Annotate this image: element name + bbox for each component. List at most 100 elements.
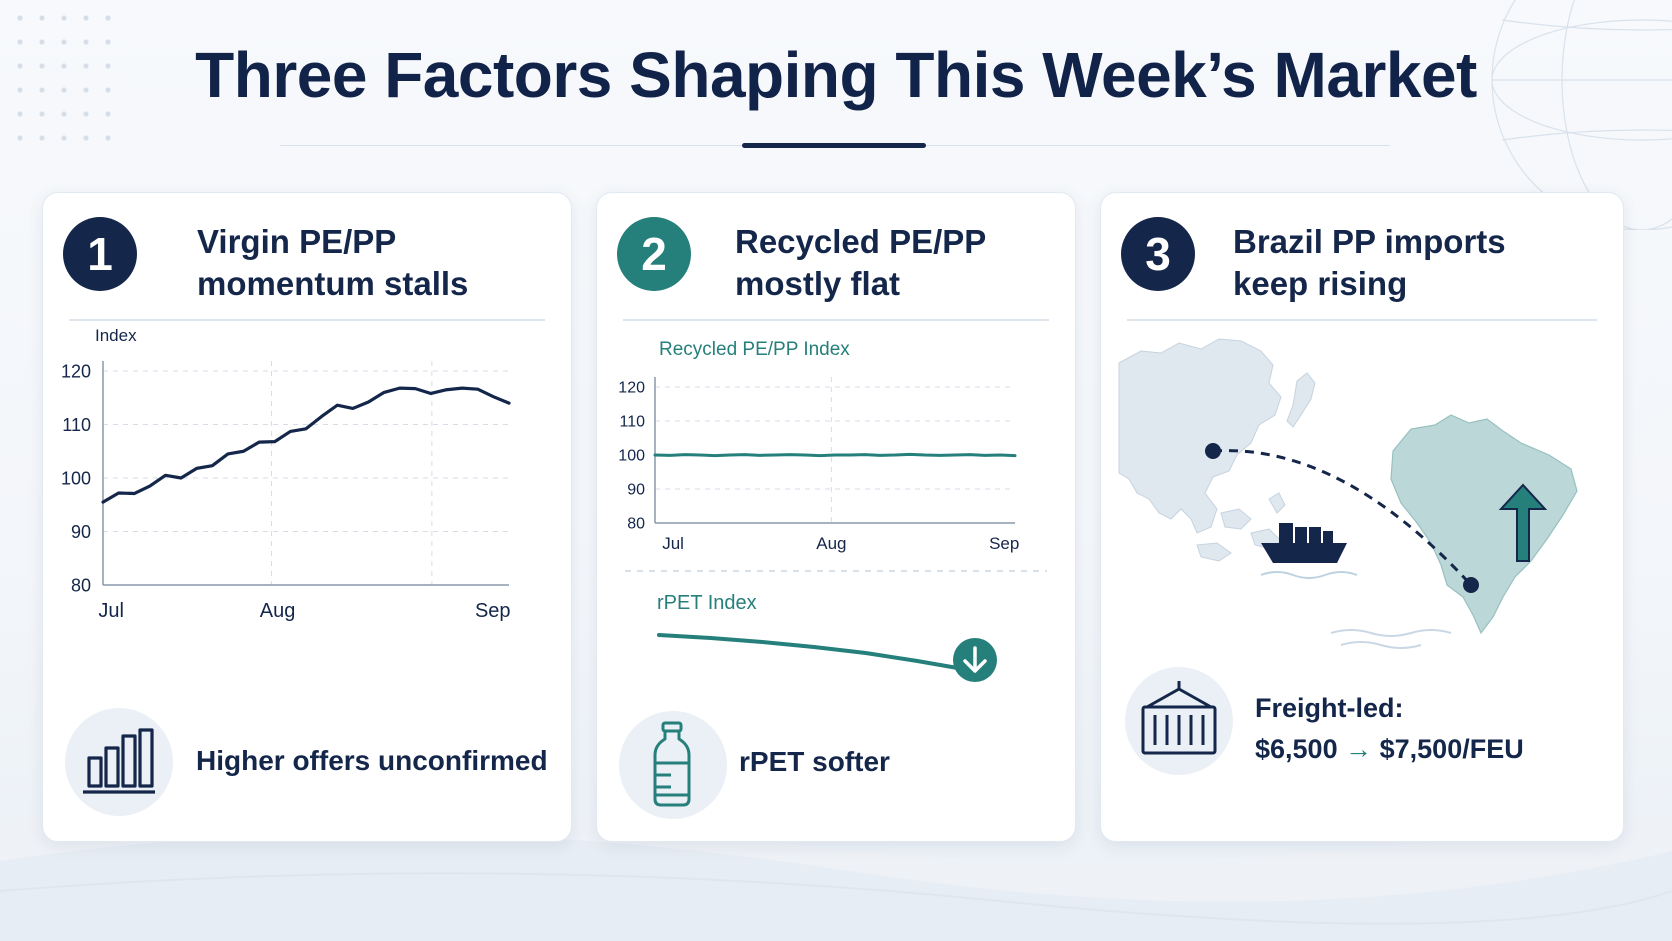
series-line	[657, 633, 971, 672]
factor-title-line: keep rising	[1233, 265, 1408, 302]
factor-title-line: mostly flat	[735, 265, 901, 302]
card-divider	[69, 319, 545, 321]
footer-icon-circle	[1125, 667, 1233, 775]
decor-dot	[39, 63, 45, 69]
decor-dot	[39, 135, 45, 141]
cargo-ship-icon	[1260, 523, 1358, 579]
decor-dot	[61, 87, 67, 93]
decor-dot	[83, 87, 89, 93]
trade-route-map	[1118, 338, 1578, 649]
decor-dot	[39, 87, 45, 93]
factor-number-badge: 2	[617, 217, 691, 291]
factor-number-badge: 1	[63, 217, 137, 291]
japan-map	[1286, 372, 1316, 428]
factor-number-badge: 3	[1121, 217, 1195, 291]
destination-port-dot	[1463, 577, 1479, 593]
factor-title-line: Brazil PP imports	[1233, 223, 1506, 260]
decor-dot	[17, 111, 23, 117]
rpet-index-chart: rPET Index	[657, 592, 997, 682]
chart-title: rPET Index	[657, 592, 757, 614]
decor-dot	[83, 135, 89, 141]
arrow-right-icon: →	[1345, 734, 1373, 764]
decor-dot	[105, 135, 111, 141]
y-tick-label: 100	[61, 468, 91, 488]
x-tick-label: Aug	[260, 600, 296, 622]
ocean-wave	[1330, 629, 1452, 637]
freight-from: $6,500	[1255, 734, 1338, 764]
decor-dot	[17, 63, 23, 69]
ocean-wave	[1340, 641, 1422, 649]
bar-chart-icon	[83, 728, 155, 794]
series-line	[653, 452, 1017, 458]
factor-title-line: momentum stalls	[197, 265, 469, 302]
decor-dot	[39, 111, 45, 117]
y-tick-label: 80	[627, 516, 645, 533]
y-tick-label: 110	[62, 415, 91, 435]
footer-text: Higher offers unconfirmed	[196, 745, 548, 776]
recycled-index-chart: Recycled PE/PP Index 80 90 100 110 120 Jul Aug S…	[618, 339, 1047, 572]
plastic-bottle-icon	[653, 721, 691, 807]
virgin-index-chart: Index 80 90 100 110 120 Jul Aug Sep	[61, 326, 511, 622]
footer-icon-circle	[65, 708, 173, 816]
decor-dot	[17, 87, 23, 93]
x-tick-label: Sep	[989, 534, 1019, 553]
freight-label: Freight-led:	[1255, 693, 1404, 723]
factor-title: Brazil PP imports keep rising	[1233, 221, 1593, 305]
globe-decoration	[1491, 0, 1672, 230]
decor-dot	[83, 15, 89, 21]
footer-icon-circle	[619, 711, 727, 819]
factor-title-line: Virgin PE/PP	[197, 223, 397, 260]
y-tick-label: 90	[71, 522, 91, 542]
footer-text: rPET softer	[739, 746, 890, 777]
y-tick-label: 120	[618, 380, 645, 397]
factor-title: Recycled PE/PP mostly flat	[735, 221, 1095, 305]
decor-dot	[83, 39, 89, 45]
dot-grid-decoration	[17, 15, 111, 141]
x-tick-label: Jul	[98, 600, 124, 622]
origin-port-dot	[1205, 443, 1221, 459]
x-tick-label: Jul	[662, 534, 684, 553]
factor-title-line: Recycled PE/PP	[735, 223, 987, 260]
card-divider	[1127, 319, 1597, 321]
factor-card-virgin: 1 Virgin PE/PP momentum stalls Index 80 90…	[42, 192, 572, 842]
series-line	[101, 386, 511, 504]
title-accent-bar	[742, 143, 926, 148]
decor-dot	[61, 135, 67, 141]
decor-dot	[61, 63, 67, 69]
y-axis-label: Index	[95, 326, 137, 345]
shipping-container-icon	[1141, 681, 1217, 755]
decor-dot	[61, 111, 67, 117]
decor-dot	[105, 63, 111, 69]
down-arrow-glyph	[963, 646, 987, 673]
decor-dot	[17, 15, 23, 21]
decor-dot	[61, 39, 67, 45]
decor-dot	[61, 15, 67, 21]
y-tick-label: 110	[619, 414, 645, 431]
chart-title: Recycled PE/PP Index	[659, 339, 850, 360]
freight-rate-change: $6,500 → $7,500/FEU	[1255, 734, 1524, 765]
decor-dot	[105, 15, 111, 21]
rising-arrow-icon	[1498, 483, 1548, 562]
shipping-route	[1212, 449, 1473, 587]
decor-dot	[17, 135, 23, 141]
y-tick-label: 80	[71, 575, 91, 595]
factor-card-recycled: 2 Recycled PE/PP mostly flat Recycled PE…	[596, 192, 1076, 842]
asia-map	[1118, 338, 1282, 534]
y-tick-label: 120	[61, 361, 91, 381]
x-tick-label: Aug	[816, 534, 846, 553]
down-arrow-icon	[953, 638, 997, 682]
factor-title: Virgin PE/PP momentum stalls	[197, 221, 557, 305]
decor-dot	[39, 15, 45, 21]
y-tick-label: 100	[618, 448, 645, 465]
decor-dot	[83, 111, 89, 117]
y-tick-label: 90	[627, 482, 645, 499]
decor-dot	[105, 111, 111, 117]
decor-dot	[83, 63, 89, 69]
decor-dot	[17, 39, 23, 45]
factor-card-brazil: 3 Brazil PP imports keep rising	[1100, 192, 1624, 842]
brazil-map	[1390, 414, 1578, 635]
page-title: Three Factors Shaping This Week’s Market	[195, 39, 1477, 111]
decor-dot	[105, 87, 111, 93]
decor-dot	[39, 39, 45, 45]
freight-to: $7,500/FEU	[1379, 734, 1524, 764]
